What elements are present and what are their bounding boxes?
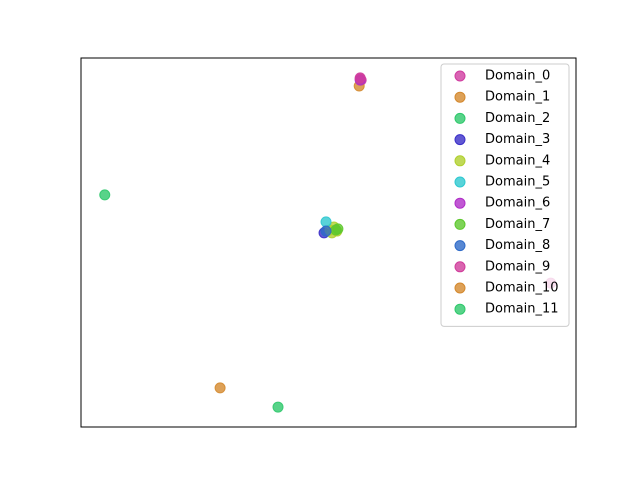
legend-label: Domain_1 xyxy=(485,90,550,105)
point xyxy=(272,401,284,413)
legend-marker xyxy=(454,134,466,146)
legend-label: Domain_11 xyxy=(485,302,559,317)
legend: Domain_0 Domain_1 Domain_2 Domain_3 Domain_4… xyxy=(440,63,570,327)
legend-marker xyxy=(454,91,466,103)
legend-label: Domain_10 xyxy=(485,281,559,296)
legend-label: Domain_0 xyxy=(485,69,550,84)
point xyxy=(320,216,332,228)
legend-box xyxy=(440,63,570,327)
legend-marker xyxy=(454,176,466,188)
point xyxy=(354,72,366,84)
legend-label: Domain_3 xyxy=(485,132,550,147)
legend-label: Domain_4 xyxy=(485,153,550,168)
legend-marker xyxy=(454,197,466,209)
legend-label: Domain_8 xyxy=(485,238,550,253)
point xyxy=(214,382,226,394)
legend-label: Domain_6 xyxy=(485,196,550,211)
legend-label: Domain_5 xyxy=(485,175,550,190)
legend-label: Domain_7 xyxy=(485,217,550,232)
legend-marker xyxy=(454,240,466,252)
legend-marker xyxy=(454,70,466,82)
legend-marker xyxy=(454,282,466,294)
legend-marker xyxy=(454,303,466,315)
legend-marker xyxy=(454,261,466,273)
legend-marker xyxy=(454,155,466,167)
legend-label: Domain_2 xyxy=(485,111,550,126)
legend-marker xyxy=(454,112,466,124)
point xyxy=(320,225,332,237)
legend-marker xyxy=(454,218,466,230)
point xyxy=(99,189,111,201)
point xyxy=(332,223,344,235)
legend-label: Domain_9 xyxy=(485,259,550,274)
